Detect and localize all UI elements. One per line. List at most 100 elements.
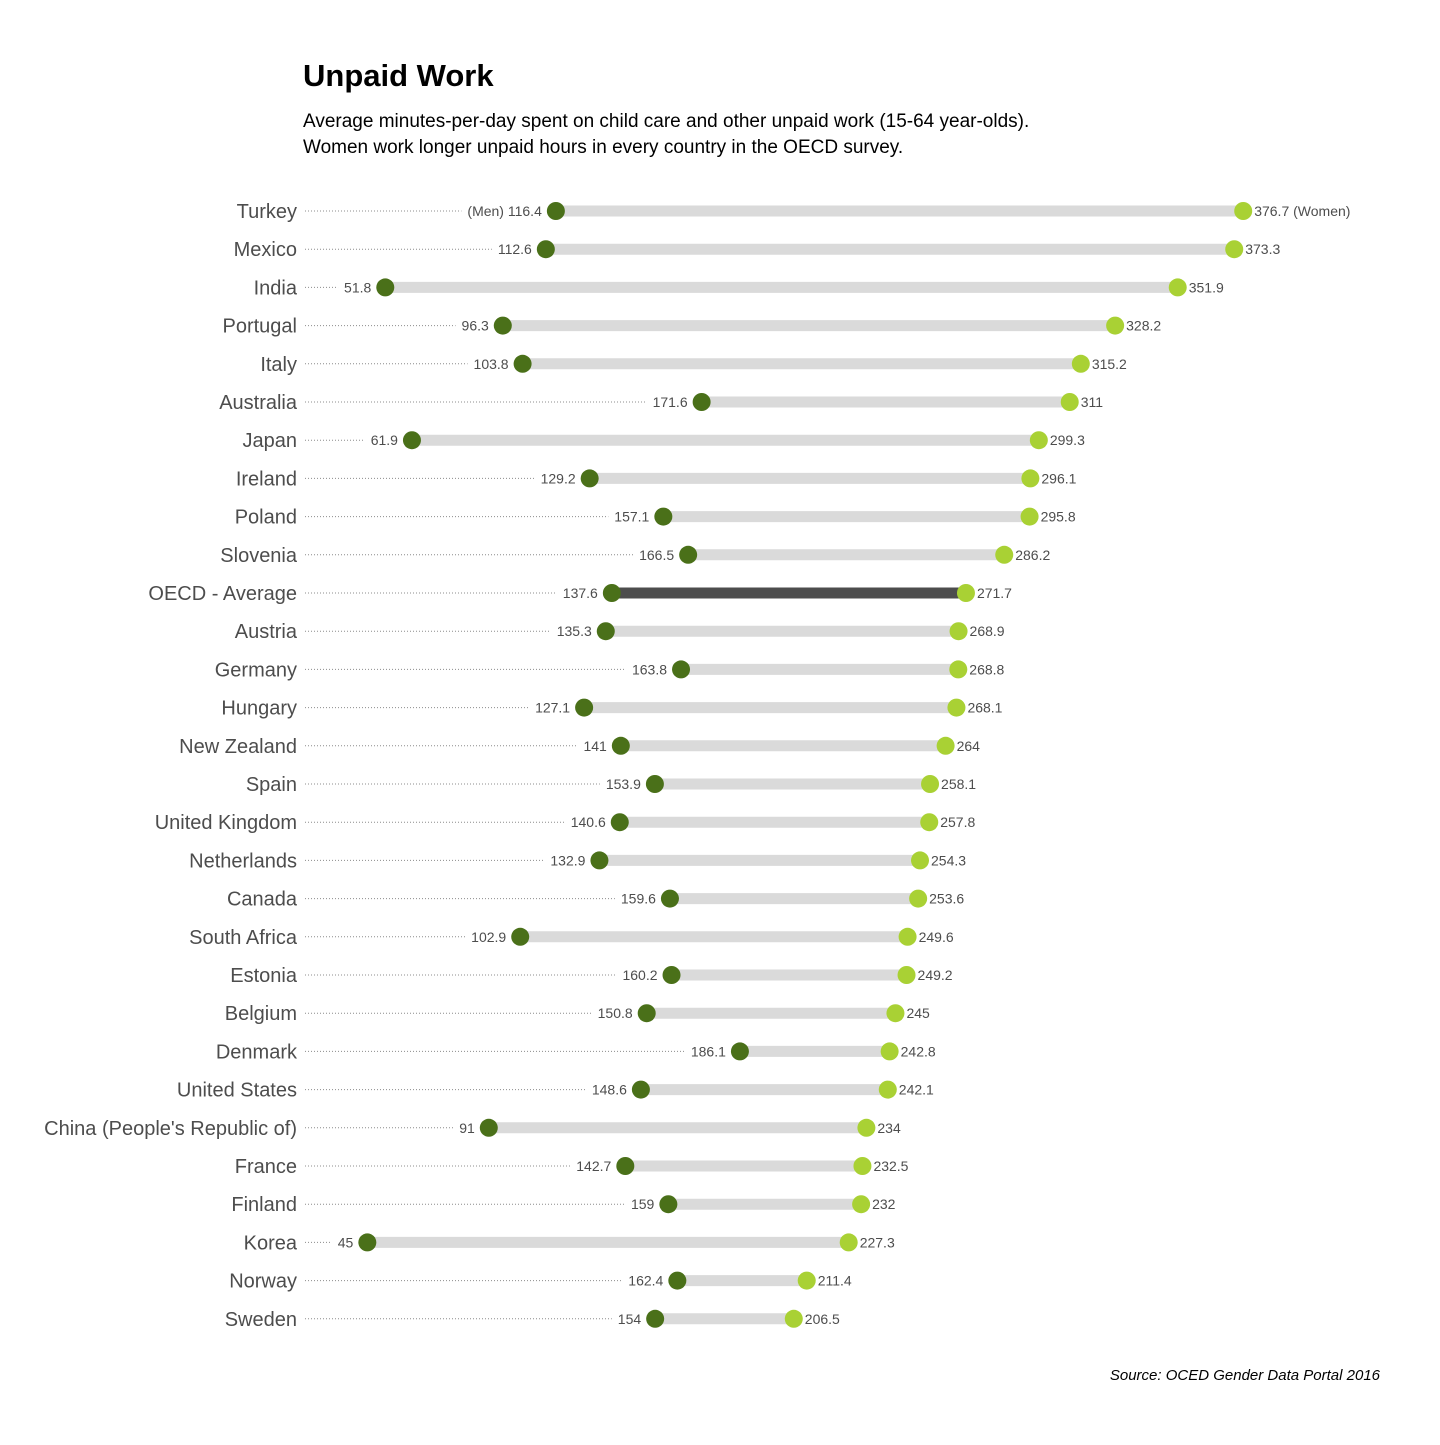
women-point bbox=[947, 698, 966, 717]
women-point bbox=[1020, 507, 1039, 526]
women-point bbox=[911, 851, 930, 870]
women-value-label: 286.2 bbox=[1015, 547, 1050, 563]
country-label: Netherlands bbox=[189, 850, 297, 872]
chart-row: OECD - Average 137.6 271.7 bbox=[148, 583, 1012, 605]
chart-row: Poland 157.1 295.8 bbox=[235, 507, 1076, 529]
men-point bbox=[358, 1233, 377, 1252]
country-label: Portugal bbox=[223, 316, 298, 338]
men-point bbox=[668, 1271, 687, 1290]
country-label: Australia bbox=[219, 392, 298, 414]
chart-row: Netherlands 132.9 254.3 bbox=[189, 850, 966, 872]
women-value-label: 232.5 bbox=[873, 1158, 908, 1174]
country-label: South Africa bbox=[189, 927, 298, 949]
women-point bbox=[949, 660, 968, 679]
men-point bbox=[637, 1004, 656, 1023]
men-value-label: 154 bbox=[618, 1311, 642, 1327]
women-point bbox=[1168, 278, 1187, 297]
men-point bbox=[513, 354, 532, 373]
men-point bbox=[402, 431, 421, 450]
country-label: United States bbox=[177, 1080, 297, 1102]
chart-title: Unpaid Work bbox=[303, 58, 494, 93]
men-point bbox=[511, 927, 530, 946]
men-point bbox=[493, 316, 512, 335]
men-point bbox=[616, 1157, 635, 1175]
women-point bbox=[839, 1233, 858, 1252]
men-point bbox=[692, 393, 711, 411]
country-label: Sweden bbox=[225, 1309, 297, 1331]
men-point bbox=[672, 660, 691, 679]
chart-row: Finland 159 232 bbox=[231, 1194, 895, 1216]
chart-row: New Zealand 141 264 bbox=[179, 736, 980, 758]
men-point bbox=[730, 1042, 749, 1061]
women-point bbox=[995, 545, 1014, 564]
chart-subtitle-line-2: Women work longer unpaid hours in every … bbox=[303, 137, 903, 158]
men-value-label: 91 bbox=[459, 1120, 475, 1136]
men-point bbox=[662, 966, 681, 984]
chart-row: India 51.8 351.9 bbox=[254, 277, 1224, 299]
chart-row: Japan 61.9 299.3 bbox=[243, 430, 1086, 452]
women-value-label: 311 bbox=[1081, 394, 1104, 410]
men-value-label: 137.6 bbox=[563, 585, 598, 601]
country-label: Canada bbox=[227, 889, 298, 911]
women-point bbox=[784, 1309, 803, 1328]
country-label: Belgium bbox=[225, 1003, 297, 1025]
men-value-label: 61.9 bbox=[371, 432, 398, 448]
women-value-label: 271.7 bbox=[977, 585, 1012, 601]
women-value-label: 268.8 bbox=[969, 661, 1004, 677]
rows-layer: Turkey (Men) 116.4 376.7 (Women) Mexico 112.… bbox=[44, 201, 1350, 1331]
women-point bbox=[1021, 469, 1040, 488]
women-value-label: 328.2 bbox=[1126, 318, 1161, 334]
men-value-label: 51.8 bbox=[344, 279, 371, 295]
chart-row: United States 148.6 242.1 bbox=[177, 1080, 934, 1102]
women-point bbox=[909, 889, 928, 908]
country-label: Mexico bbox=[234, 239, 297, 261]
women-point bbox=[1225, 240, 1244, 259]
women-point bbox=[897, 966, 916, 984]
chart-row: Hungary 127.1 268.1 bbox=[221, 698, 1002, 720]
chart-row: Estonia 160.2 249.2 bbox=[230, 965, 953, 987]
men-value-label: 135.3 bbox=[557, 623, 592, 639]
women-value-label: 211.4 bbox=[818, 1273, 852, 1289]
country-label: Ireland bbox=[236, 468, 297, 490]
country-label: Italy bbox=[260, 354, 297, 376]
men-value-label: (Men) 116.4 bbox=[467, 203, 542, 219]
women-point bbox=[920, 813, 939, 832]
women-point bbox=[949, 622, 968, 641]
chart-row: Canada 159.6 253.6 bbox=[227, 889, 964, 911]
women-value-label: 373.3 bbox=[1245, 241, 1280, 257]
country-label: New Zealand bbox=[179, 736, 297, 758]
chart-row: Turkey (Men) 116.4 376.7 (Women) bbox=[237, 201, 1351, 223]
women-point bbox=[956, 584, 975, 602]
country-label: Estonia bbox=[230, 965, 298, 987]
women-value-label: 299.3 bbox=[1050, 432, 1085, 448]
women-point bbox=[886, 1004, 905, 1023]
country-label: United Kingdom bbox=[155, 812, 297, 834]
men-value-label: 132.9 bbox=[550, 852, 585, 868]
country-label: Austria bbox=[235, 621, 298, 643]
men-value-label: 129.2 bbox=[541, 470, 576, 486]
chart-row: Spain 153.9 258.1 bbox=[246, 774, 976, 796]
men-value-label: 148.6 bbox=[592, 1082, 627, 1098]
women-point bbox=[1060, 393, 1079, 411]
men-point bbox=[631, 1080, 650, 1099]
women-value-label: 351.9 bbox=[1189, 279, 1224, 295]
country-label: Spain bbox=[246, 774, 297, 796]
chart-row: Germany 163.8 268.8 bbox=[215, 659, 1005, 681]
country-label: Slovenia bbox=[220, 545, 298, 567]
women-point bbox=[878, 1080, 897, 1099]
chart-row: Italy 103.8 315.2 bbox=[260, 354, 1127, 376]
women-value-label: 249.2 bbox=[918, 967, 953, 983]
chart-row: Denmark 186.1 242.8 bbox=[216, 1041, 936, 1063]
men-point bbox=[679, 545, 698, 564]
men-point bbox=[645, 775, 664, 793]
men-point bbox=[660, 889, 679, 908]
women-point bbox=[853, 1157, 872, 1175]
women-value-label: 296.1 bbox=[1041, 470, 1076, 486]
men-value-label: 45 bbox=[338, 1234, 354, 1250]
women-value-label: 315.2 bbox=[1092, 356, 1127, 372]
women-value-label: 245 bbox=[906, 1005, 930, 1021]
women-point bbox=[852, 1195, 871, 1214]
country-label: Finland bbox=[231, 1194, 297, 1216]
women-value-label: 206.5 bbox=[805, 1311, 840, 1327]
women-value-label: 249.6 bbox=[919, 929, 954, 945]
